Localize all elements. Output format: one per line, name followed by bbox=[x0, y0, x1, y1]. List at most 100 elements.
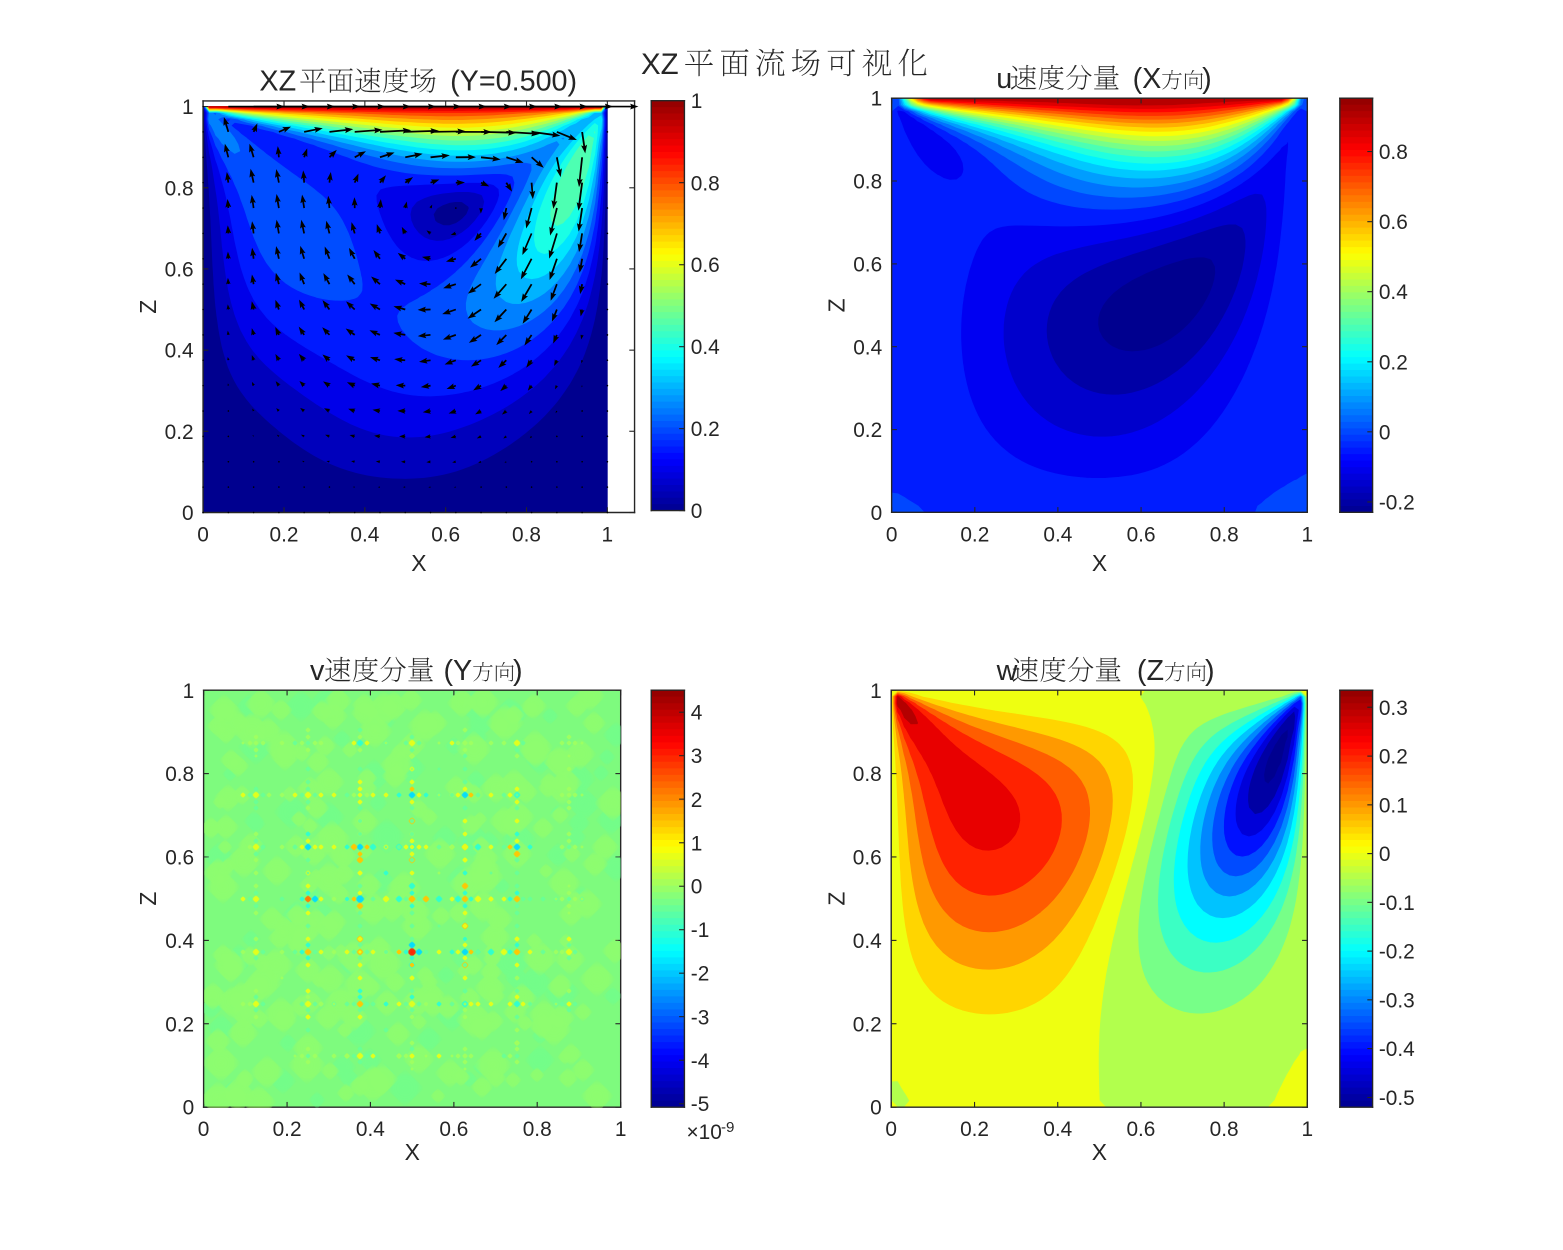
svg-text:4: 4 bbox=[691, 702, 703, 725]
svg-text:0.2: 0.2 bbox=[165, 1013, 194, 1036]
svg-text:0.6: 0.6 bbox=[691, 254, 720, 277]
svg-text:0: 0 bbox=[197, 524, 209, 547]
svg-text:1: 1 bbox=[183, 680, 195, 703]
svg-text:-0.2: -0.2 bbox=[1379, 491, 1415, 514]
svg-text:XZ: XZ bbox=[641, 48, 679, 81]
svg-text:0: 0 bbox=[183, 1097, 195, 1120]
svg-text:0.2: 0.2 bbox=[853, 419, 882, 442]
svg-text:0.6: 0.6 bbox=[439, 1118, 468, 1141]
svg-text:-2: -2 bbox=[691, 963, 710, 986]
svg-text:0: 0 bbox=[1379, 421, 1391, 444]
svg-text:0.3: 0.3 bbox=[1379, 697, 1408, 720]
svg-text:-3: -3 bbox=[691, 1006, 710, 1029]
svg-text:(Y: (Y bbox=[443, 655, 472, 687]
svg-text:1: 1 bbox=[870, 680, 882, 703]
svg-text:0.2: 0.2 bbox=[691, 418, 720, 441]
svg-text:0.4: 0.4 bbox=[853, 930, 882, 953]
svg-text:0.8: 0.8 bbox=[853, 171, 882, 194]
svg-text:0: 0 bbox=[691, 500, 703, 523]
svg-text:X: X bbox=[1092, 1139, 1107, 1165]
svg-text:0.4: 0.4 bbox=[1379, 281, 1408, 304]
svg-text:0.8: 0.8 bbox=[165, 177, 194, 200]
svg-text:0.4: 0.4 bbox=[1043, 1118, 1072, 1141]
svg-text:Z: Z bbox=[135, 892, 161, 906]
svg-text:1: 1 bbox=[182, 96, 194, 119]
svg-text:-0.2: -0.2 bbox=[1379, 941, 1415, 964]
svg-text:1: 1 bbox=[602, 524, 614, 547]
svg-text:X: X bbox=[411, 550, 426, 576]
svg-text:0.6: 0.6 bbox=[853, 253, 882, 276]
svg-text:u: u bbox=[996, 63, 1012, 95]
svg-text:-1: -1 bbox=[691, 919, 710, 942]
svg-text:0.4: 0.4 bbox=[165, 340, 194, 363]
svg-text:0.6: 0.6 bbox=[1379, 211, 1408, 234]
svg-text:0.6: 0.6 bbox=[853, 847, 882, 870]
svg-text:0.2: 0.2 bbox=[960, 523, 989, 546]
svg-text:(Z: (Z bbox=[1137, 655, 1164, 687]
svg-text:0: 0 bbox=[182, 502, 194, 525]
svg-text:X: X bbox=[405, 1139, 420, 1165]
svg-text:): ) bbox=[1205, 655, 1215, 687]
svg-text:0: 0 bbox=[870, 1097, 882, 1120]
svg-text:0.8: 0.8 bbox=[1379, 141, 1408, 164]
svg-text:0.4: 0.4 bbox=[853, 336, 882, 359]
svg-text:0.8: 0.8 bbox=[523, 1118, 552, 1141]
svg-text:0.8: 0.8 bbox=[1210, 523, 1239, 546]
svg-text:0.4: 0.4 bbox=[356, 1118, 385, 1141]
svg-text:0: 0 bbox=[871, 502, 883, 525]
svg-text:Z: Z bbox=[135, 300, 161, 314]
svg-text:0: 0 bbox=[886, 523, 898, 546]
svg-text:-0.3: -0.3 bbox=[1379, 989, 1415, 1012]
svg-text:0: 0 bbox=[198, 1118, 210, 1141]
svg-text:0.2: 0.2 bbox=[1379, 351, 1408, 374]
svg-text:3: 3 bbox=[691, 745, 703, 768]
svg-text:1: 1 bbox=[871, 88, 883, 111]
svg-text:1: 1 bbox=[691, 832, 703, 855]
svg-text:0.4: 0.4 bbox=[350, 524, 379, 547]
svg-text:0.8: 0.8 bbox=[1210, 1118, 1239, 1141]
svg-text:0.4: 0.4 bbox=[691, 336, 720, 359]
svg-text:0.2: 0.2 bbox=[273, 1118, 302, 1141]
svg-text:v: v bbox=[310, 655, 325, 687]
svg-text:0.4: 0.4 bbox=[165, 930, 194, 953]
svg-text:0.6: 0.6 bbox=[1126, 1118, 1155, 1141]
svg-text:0.1: 0.1 bbox=[1379, 794, 1408, 817]
svg-text:-9: -9 bbox=[721, 1119, 734, 1136]
svg-text:×10: ×10 bbox=[687, 1121, 722, 1144]
svg-text:0.6: 0.6 bbox=[165, 847, 194, 870]
svg-text:0.2: 0.2 bbox=[1379, 746, 1408, 769]
svg-text:-0.1: -0.1 bbox=[1379, 892, 1415, 915]
svg-text:0.2: 0.2 bbox=[960, 1118, 989, 1141]
svg-text:XZ: XZ bbox=[259, 66, 296, 98]
svg-text:Z: Z bbox=[823, 298, 849, 312]
svg-text:0.8: 0.8 bbox=[691, 172, 720, 195]
svg-text:): ) bbox=[513, 655, 523, 687]
svg-text:0: 0 bbox=[1379, 843, 1391, 866]
svg-text:0.2: 0.2 bbox=[165, 421, 194, 444]
svg-text:1: 1 bbox=[691, 90, 703, 113]
svg-text:1: 1 bbox=[1302, 1118, 1314, 1141]
svg-text:Z: Z bbox=[823, 892, 849, 906]
svg-text:0.8: 0.8 bbox=[165, 763, 194, 786]
svg-text:0.6: 0.6 bbox=[431, 524, 460, 547]
svg-text:1: 1 bbox=[1302, 523, 1314, 546]
svg-text:1: 1 bbox=[615, 1118, 627, 1141]
svg-text:-4: -4 bbox=[691, 1050, 710, 1073]
svg-text:0.6: 0.6 bbox=[165, 258, 194, 281]
svg-text:(Y=0.500): (Y=0.500) bbox=[450, 66, 577, 98]
svg-text:0.4: 0.4 bbox=[1043, 523, 1072, 546]
svg-text:0: 0 bbox=[691, 876, 703, 899]
svg-text:-0.4: -0.4 bbox=[1379, 1038, 1415, 1061]
svg-text:0.6: 0.6 bbox=[1127, 523, 1156, 546]
svg-text:0.2: 0.2 bbox=[270, 524, 299, 547]
svg-text:X: X bbox=[1092, 550, 1107, 576]
svg-text:0.8: 0.8 bbox=[853, 763, 882, 786]
svg-text:0.8: 0.8 bbox=[512, 524, 541, 547]
svg-text:(X: (X bbox=[1133, 63, 1162, 95]
svg-text:0: 0 bbox=[885, 1118, 897, 1141]
svg-text:2: 2 bbox=[691, 789, 703, 812]
svg-text:-0.5: -0.5 bbox=[1379, 1087, 1415, 1110]
svg-text:-5: -5 bbox=[691, 1093, 710, 1116]
svg-text:0.2: 0.2 bbox=[853, 1013, 882, 1036]
svg-text:w: w bbox=[996, 655, 1018, 687]
